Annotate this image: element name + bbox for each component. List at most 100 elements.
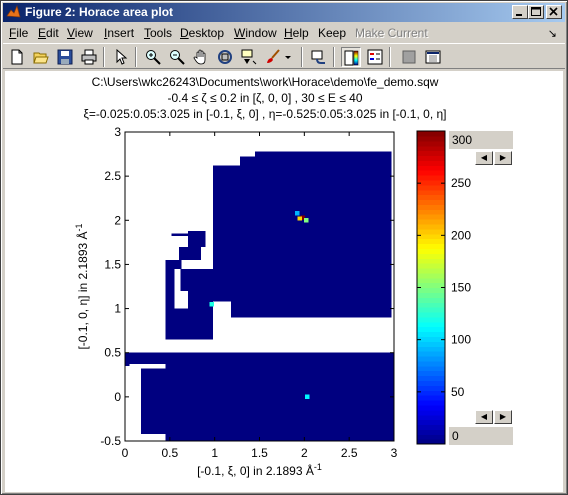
x-axis-label-text: [-0.1, ξ, 0] in 2.1893 Å: [197, 463, 314, 478]
x-tick-label: 2: [301, 446, 308, 460]
colorbar-band: [417, 419, 445, 426]
plot-title-range: -0.4 ≤ ζ ≤ 0.2 in [ζ, 0, 0] , 30 ≤ E ≤ 4…: [167, 91, 363, 105]
slider-right-button[interactable]: ▶: [494, 151, 512, 165]
colorbar-band: [417, 238, 445, 245]
select-button[interactable]: [111, 47, 131, 67]
colorbar-band: [417, 424, 445, 430]
x-tick-label: 0: [122, 446, 129, 460]
save-button[interactable]: [55, 47, 75, 67]
menu-help[interactable]: Help: [284, 26, 309, 40]
menu-desktop[interactable]: Desktop: [180, 26, 225, 40]
print-button[interactable]: [79, 47, 99, 67]
menu-file[interactable]: File: [9, 26, 29, 40]
colorbar-band: [417, 214, 445, 220]
menu-tools[interactable]: Tools: [144, 26, 173, 40]
data-region: [165, 352, 394, 441]
colorbar-band: [417, 331, 445, 338]
show-plot-tools-icon: [425, 50, 441, 64]
colorbar-band: [417, 336, 445, 342]
data-region: [230, 154, 392, 318]
colorbar-band: [417, 346, 445, 352]
link-plot-button[interactable]: [309, 47, 329, 67]
toolbar-separator: [301, 47, 303, 67]
x-tick-label: 0.5: [161, 446, 178, 460]
colorbar-band: [417, 160, 445, 166]
masked-region: [174, 290, 188, 309]
toolbar-separator: [389, 47, 391, 67]
colorbar-band: [417, 277, 445, 284]
colorbar[interactable]: 50 100 150 200 250: [416, 130, 471, 445]
colorbar-band: [417, 341, 445, 347]
colorbar-band: [417, 434, 445, 440]
x-tick-label: 1.5: [251, 446, 268, 460]
menu-make-current: Make Current: [355, 26, 428, 40]
menu-insert[interactable]: Insert: [104, 26, 135, 40]
brush-dropdown[interactable]: [283, 47, 295, 67]
arrow-right-icon: ▶: [499, 153, 507, 162]
maximize-button[interactable]: [528, 5, 544, 19]
y-axis-label-text: [-0.1, 0, η] in 2.1893 Å: [75, 231, 90, 349]
slider-left-button[interactable]: ◀: [475, 151, 493, 165]
zoom-in-button[interactable]: [143, 47, 163, 67]
hot-spot-cell: [294, 211, 300, 216]
colorbar-band: [417, 385, 445, 391]
pan-button[interactable]: [191, 47, 211, 67]
slider-right-button[interactable]: ▶: [494, 410, 512, 424]
data-cursor-button[interactable]: [239, 47, 259, 67]
colorbar-button[interactable]: [341, 47, 361, 67]
masked-region: [174, 268, 181, 291]
menu-keep[interactable]: Keep: [318, 26, 347, 40]
zoom-out-button[interactable]: [167, 47, 187, 67]
slider-left-button[interactable]: ◀: [475, 410, 493, 424]
show-plot-tools-button[interactable]: [423, 47, 443, 67]
pan-hand-icon: [193, 49, 206, 65]
colorbar-min-slider[interactable]: ◀ ▶: [475, 410, 513, 424]
colorbar-min-field[interactable]: 0: [449, 427, 513, 445]
rotate-3d-button[interactable]: [215, 47, 235, 67]
colorbar-band: [417, 175, 445, 181]
colorbar-band: [417, 170, 445, 176]
menu-edit[interactable]: Edit: [38, 26, 59, 40]
colorbar-band: [417, 326, 445, 333]
colorbar-tick-label: 250: [451, 176, 471, 190]
colorbar-band: [417, 204, 445, 210]
brush-button[interactable]: [263, 47, 283, 67]
data-region: [171, 233, 197, 237]
plot-title-axes: ξ=-0.025:0.05:3.025 in [-0.1, ξ, 0] , η=…: [83, 107, 447, 121]
colorbar-band: [417, 199, 445, 205]
colorbar-band: [417, 316, 445, 323]
colorbar-band: [417, 248, 445, 254]
toolbar-separator: [135, 47, 137, 67]
data-region: [230, 151, 392, 155]
colorbar-band: [417, 140, 445, 147]
zoom-in-icon: [146, 50, 161, 65]
colorbar-max-field[interactable]: 300: [449, 131, 513, 149]
new-figure-icon: [11, 49, 23, 65]
legend-button[interactable]: [365, 47, 385, 67]
colorbar-band: [417, 228, 445, 235]
colorbar-band: [417, 219, 445, 225]
colorbar-band: [417, 223, 445, 230]
figure-canvas: C:\Users\wkc26243\Documents\work\Horace\…: [5, 71, 563, 492]
data-cursor-icon: [241, 49, 257, 65]
heatmap-plot[interactable]: 0 0.5 1 1.5 2 2.5 3-0.500.511.522.53 501001502…: [5, 71, 563, 492]
y-tick-label: -0.5: [100, 434, 121, 448]
title-bar[interactable]: Figure 2: Horace area plot: [3, 3, 565, 22]
new-figure-button[interactable]: [7, 47, 27, 67]
minimize-button[interactable]: [512, 5, 528, 19]
menu-window[interactable]: Window: [234, 26, 277, 40]
masked-region: [212, 151, 240, 166]
hide-plot-tools-button[interactable]: [399, 47, 419, 67]
colorbar-band: [417, 439, 445, 445]
dock-arrow-icon[interactable]: ↘: [547, 28, 557, 40]
masked-region: [165, 348, 394, 353]
toolbar-separator: [333, 47, 335, 67]
zoom-out-icon: [170, 50, 185, 65]
colorbar-max-slider[interactable]: ◀ ▶: [475, 151, 513, 165]
open-button[interactable]: [31, 47, 51, 67]
colorbar-band: [417, 233, 445, 240]
close-button[interactable]: [546, 5, 562, 19]
y-tick-label: 3: [114, 125, 121, 139]
menu-view[interactable]: View: [67, 26, 93, 40]
colorbar-band: [417, 292, 445, 298]
